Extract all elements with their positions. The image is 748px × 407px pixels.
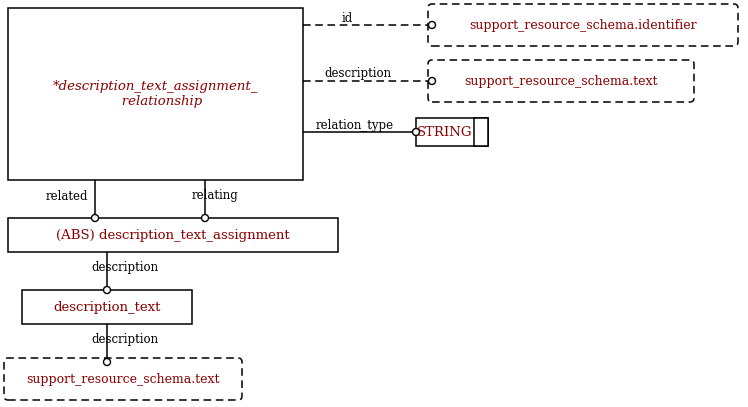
Text: support_resource_schema.text: support_resource_schema.text bbox=[465, 74, 657, 88]
Circle shape bbox=[412, 129, 420, 136]
Text: STRING: STRING bbox=[417, 125, 473, 138]
Text: description: description bbox=[91, 333, 159, 346]
Bar bbox=[474, 118, 488, 146]
Text: description: description bbox=[324, 68, 391, 81]
Text: *description_text_assignment_
   relationship: *description_text_assignment_ relationsh… bbox=[53, 80, 258, 108]
Bar bbox=[8, 8, 303, 180]
Text: description_text: description_text bbox=[53, 300, 161, 313]
Circle shape bbox=[103, 287, 111, 293]
FancyBboxPatch shape bbox=[4, 358, 242, 400]
Circle shape bbox=[103, 359, 111, 365]
Text: relation_type: relation_type bbox=[316, 118, 393, 131]
Text: related: related bbox=[46, 190, 88, 203]
Circle shape bbox=[91, 214, 99, 221]
Bar bbox=[8, 218, 338, 252]
Bar bbox=[416, 118, 488, 146]
Circle shape bbox=[201, 214, 209, 221]
Text: description: description bbox=[91, 262, 159, 274]
Circle shape bbox=[429, 77, 435, 85]
FancyBboxPatch shape bbox=[428, 60, 694, 102]
Bar bbox=[22, 290, 192, 324]
Text: (ABS) description_text_assignment: (ABS) description_text_assignment bbox=[56, 228, 289, 241]
Text: relating: relating bbox=[191, 190, 239, 203]
Circle shape bbox=[429, 22, 435, 28]
Text: id: id bbox=[342, 11, 353, 24]
Text: support_resource_schema.identifier: support_resource_schema.identifier bbox=[469, 18, 697, 31]
FancyBboxPatch shape bbox=[428, 4, 738, 46]
Text: support_resource_schema.text: support_resource_schema.text bbox=[26, 372, 220, 385]
